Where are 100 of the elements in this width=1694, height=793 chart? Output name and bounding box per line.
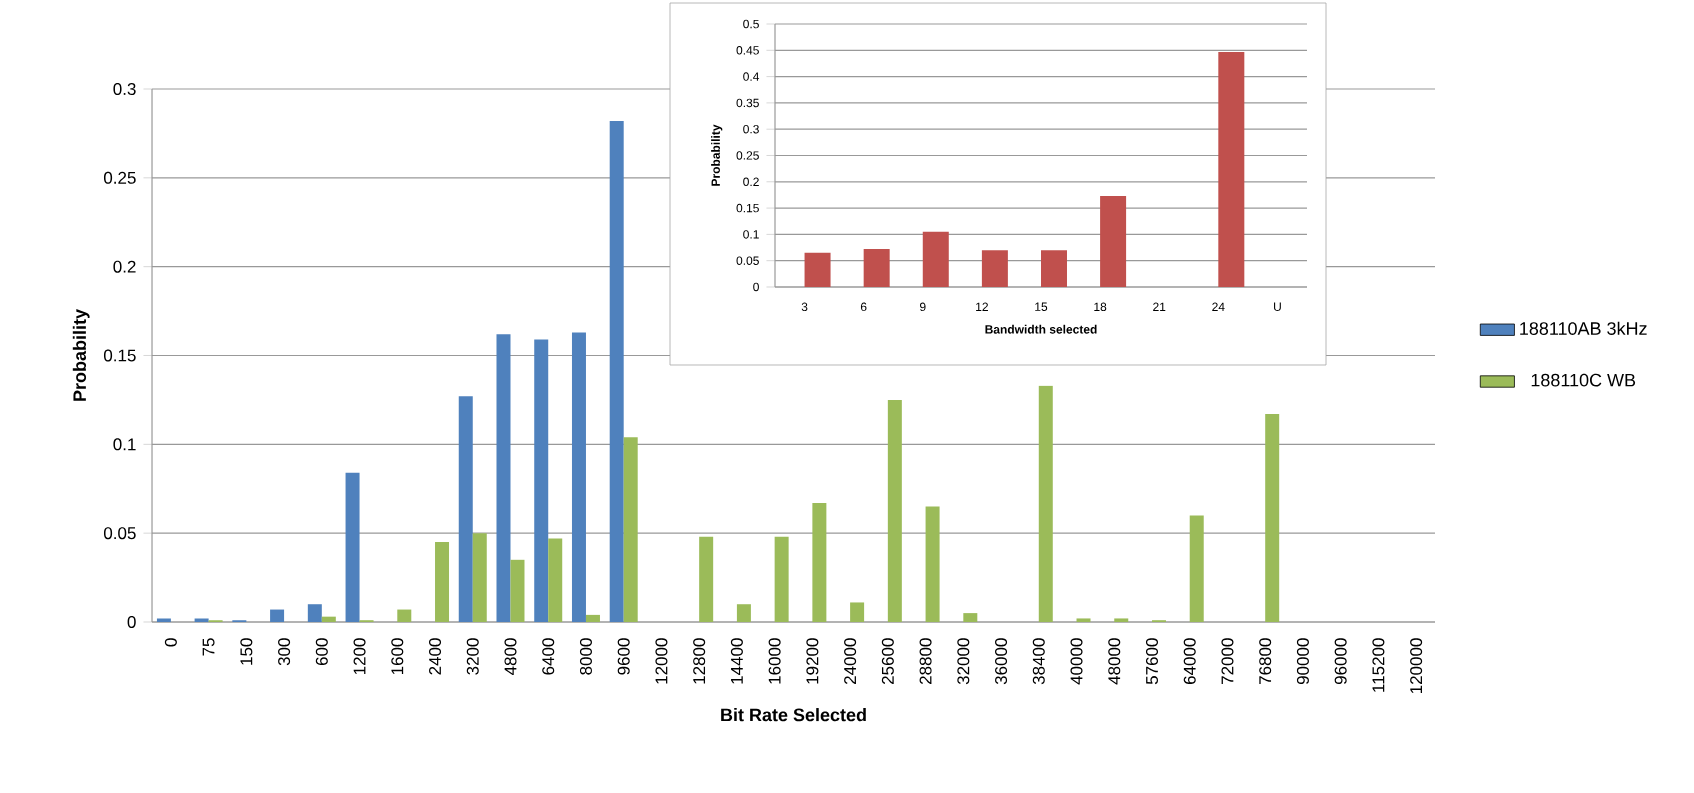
- bar: [458, 396, 473, 622]
- bar: [774, 536, 789, 622]
- bar: [1265, 414, 1280, 622]
- bar: [270, 609, 285, 622]
- x-tick-label: 48000: [1108, 638, 1121, 685]
- bar: [699, 536, 714, 622]
- bar: [1189, 515, 1204, 622]
- x-tick-label: 19200: [806, 638, 819, 684]
- x-tick-label: 36000: [995, 638, 1008, 685]
- y-tick-label: 0.4: [743, 72, 760, 81]
- bar: [156, 618, 171, 622]
- x-tick-label: 21: [1153, 302, 1166, 311]
- x-tick-label: 14400: [730, 638, 743, 684]
- y-tick-label: 0.3: [743, 124, 759, 134]
- bar: [472, 533, 487, 622]
- x-tick-label: 76800: [1259, 638, 1272, 684]
- x-tick-label: 3200: [466, 638, 479, 675]
- y-tick-label: 0.05: [736, 256, 759, 265]
- x-axis-title: Bandwidth selected: [985, 324, 1097, 334]
- bar: [1114, 618, 1129, 622]
- x-tick-label: 24: [1212, 302, 1225, 311]
- x-tick-label: 9: [920, 302, 926, 312]
- y-axis-title: Probability: [72, 309, 90, 401]
- bar: [609, 120, 624, 622]
- y-tick-label: 0.3: [113, 83, 136, 96]
- y-tick-label: 0.2: [743, 177, 759, 187]
- y-axis-title: Probability: [711, 124, 723, 186]
- x-tick-label: 40000: [1070, 638, 1083, 685]
- legend-label: 188110C WB: [1531, 373, 1636, 387]
- x-tick-label: 6: [860, 302, 867, 312]
- x-tick-label: 32000: [957, 638, 970, 685]
- x-tick-label: 1600: [391, 638, 404, 675]
- x-tick-label: 18: [1094, 302, 1107, 312]
- x-tick-label: 16000: [768, 638, 781, 684]
- bar: [585, 614, 600, 622]
- bar: [981, 250, 1008, 287]
- x-tick-label: 2400: [429, 638, 442, 675]
- bar: [1038, 385, 1053, 622]
- bar: [194, 618, 209, 622]
- x-tick-label: 24000: [844, 638, 857, 685]
- bar: [963, 613, 978, 622]
- x-tick-label: 57600: [1145, 638, 1158, 685]
- bar: [812, 502, 827, 622]
- x-axis-title: Bit Rate Selected: [721, 708, 866, 722]
- y-tick-label: 0: [127, 615, 136, 628]
- x-tick-label: 38400: [1032, 638, 1045, 685]
- x-tick-label: 25600: [881, 638, 894, 685]
- bar: [1041, 250, 1067, 287]
- x-tick-label: 300: [278, 638, 291, 666]
- legend-label: 188110AB 3kHz: [1520, 321, 1647, 335]
- x-tick-label: 72000: [1221, 638, 1234, 684]
- bar: [571, 332, 586, 622]
- x-tick-label: 6400: [542, 638, 555, 675]
- x-tick-label: 96000: [1334, 638, 1347, 685]
- bar: [397, 609, 412, 622]
- bar: [548, 538, 563, 622]
- x-tick-label: 8000: [579, 638, 592, 675]
- y-tick-label: 0.15: [736, 203, 759, 213]
- x-tick-label: U: [1274, 302, 1281, 311]
- bar: [736, 604, 751, 622]
- y-tick-label: 0.45: [736, 46, 759, 55]
- bar: [623, 437, 638, 622]
- bar: [435, 542, 450, 622]
- x-tick-label: 75: [202, 638, 215, 656]
- bar: [925, 506, 940, 622]
- x-tick-label: 120000: [1410, 638, 1423, 694]
- x-tick-label: 28800: [919, 638, 932, 685]
- bar: [887, 399, 902, 622]
- y-tick-label: 0: [753, 282, 759, 292]
- bar: [804, 252, 831, 287]
- bar: [496, 334, 511, 622]
- bar: [534, 339, 549, 622]
- x-tick-label: 12800: [693, 638, 706, 684]
- y-tick-label: 0.35: [736, 98, 759, 108]
- x-tick-label: 600: [315, 638, 328, 666]
- y-tick-label: 0.15: [103, 349, 136, 362]
- bar: [307, 604, 322, 622]
- y-tick-label: 0.2: [113, 260, 136, 273]
- bar: [1076, 618, 1091, 622]
- x-tick-label: 0: [164, 638, 177, 647]
- y-tick-label: 0.5: [743, 19, 759, 29]
- x-tick-label: 150: [240, 638, 253, 665]
- bar: [850, 602, 865, 622]
- x-tick-label: 115200: [1372, 638, 1385, 692]
- bar: [922, 231, 949, 287]
- x-tick-label: 12: [976, 302, 988, 311]
- y-tick-label: 0.1: [743, 230, 759, 239]
- bar: [863, 249, 890, 287]
- bar: [321, 616, 336, 622]
- y-tick-label: 0.1: [113, 438, 136, 451]
- bar: [1218, 51, 1245, 287]
- x-tick-label: 64000: [1183, 638, 1196, 684]
- y-tick-label: 0.05: [103, 527, 136, 540]
- x-tick-label: 15: [1035, 302, 1048, 311]
- y-tick-label: 0.25: [736, 151, 759, 160]
- x-tick-label: 1200: [353, 638, 366, 675]
- x-tick-label: 12000: [655, 638, 668, 684]
- bar: [345, 472, 360, 622]
- x-tick-label: 9600: [617, 638, 630, 675]
- x-tick-label: 4800: [504, 638, 517, 676]
